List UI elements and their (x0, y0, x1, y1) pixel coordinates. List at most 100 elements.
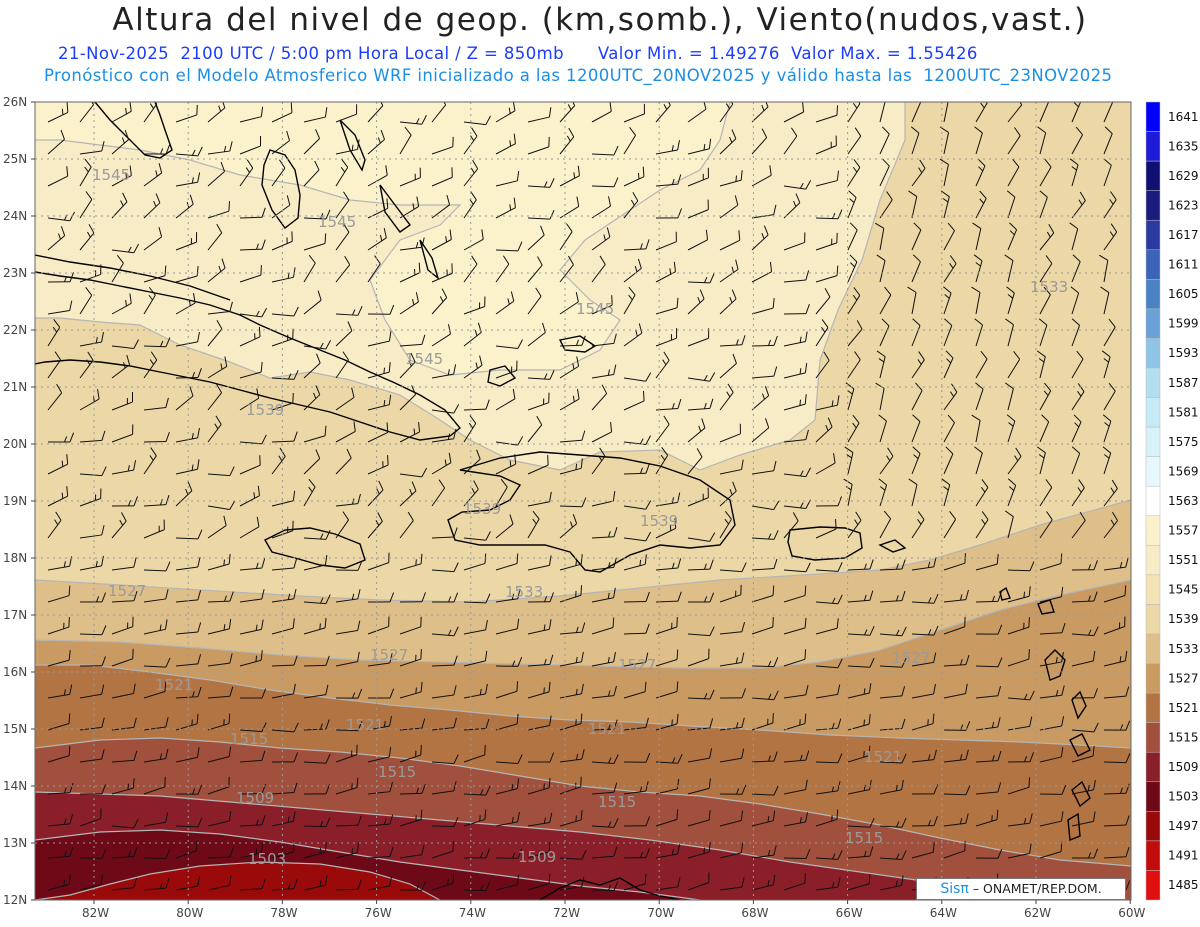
wind-barb (847, 846, 874, 859)
wind-barb (591, 527, 618, 539)
wind-barb (175, 784, 203, 795)
cuba-coast (35, 271, 461, 441)
wind-barb (143, 102, 158, 123)
wind-barb (175, 622, 202, 635)
wind-barb (271, 752, 299, 763)
wind-barb (367, 592, 395, 603)
wind-barb (879, 158, 890, 187)
wind-barb (47, 814, 74, 827)
wind-barb (1071, 722, 1099, 733)
wind-barb (974, 318, 984, 347)
wind-barb (847, 159, 861, 187)
wind-barb (1103, 783, 1130, 795)
wind-barb (591, 818, 619, 828)
wind-barb (1005, 318, 1014, 347)
wind-barb (463, 744, 486, 763)
wind-barb (143, 351, 158, 379)
wind-barb (495, 339, 523, 349)
wind-barb (463, 848, 491, 859)
wind-barb (1071, 560, 1098, 571)
wind-barb (1069, 158, 1079, 187)
wind-barb (1007, 716, 1033, 731)
wind-barb (431, 626, 459, 637)
wind-barb (815, 288, 831, 315)
colorbar-swatch (1145, 574, 1161, 605)
colorbar-swatch (1145, 456, 1161, 487)
wind-barb (303, 107, 328, 123)
wind-barb (431, 754, 459, 765)
wind-barb (1004, 254, 1014, 283)
wind-barb (47, 272, 74, 283)
wind-barb (847, 414, 860, 443)
wind-barb (239, 558, 266, 571)
wind-barb (431, 136, 454, 155)
south-america-coast (539, 877, 681, 900)
wind-barb (495, 811, 520, 827)
wind-barb (495, 514, 514, 539)
wind-barb (783, 394, 807, 411)
credit-sis: Sisπ (940, 881, 969, 897)
wind-barb (367, 616, 390, 635)
colorbar-swatch (1145, 279, 1161, 310)
wind-barb (143, 193, 161, 219)
wind-barb (47, 226, 66, 251)
contour-label: 1545 (318, 213, 356, 231)
wind-barb (687, 559, 714, 571)
colorbar: 1641 1635 1629 1623 1617 1611 1605 1599 1593 1587… (1145, 101, 1199, 901)
wind-barb (1071, 848, 1099, 859)
wind-barb (463, 115, 491, 126)
wind-barb (175, 172, 201, 187)
wind-barb (303, 449, 321, 475)
wind-barb (303, 655, 330, 667)
colorbar-label: 1563 (1168, 494, 1199, 508)
wind-barb (175, 459, 200, 475)
wind-barb (431, 102, 447, 123)
wind-barb (175, 481, 193, 507)
wind-barb (1006, 190, 1016, 219)
wind-barb (47, 617, 70, 635)
wind-barb (879, 286, 892, 315)
wind-barb (271, 447, 286, 475)
wind-barb (783, 193, 801, 219)
wind-barb (1103, 686, 1130, 699)
wind-barb (879, 510, 892, 539)
wind-barb (783, 649, 807, 667)
wind-barb (335, 191, 350, 219)
wind-barb (687, 648, 710, 667)
wind-barb (751, 751, 778, 763)
colorbar-swatch (1145, 781, 1161, 812)
wind-barb (559, 585, 583, 603)
wind-barb (463, 593, 491, 604)
wind-barb (79, 488, 102, 507)
wind-barb (271, 102, 293, 123)
wind-barb (1039, 158, 1052, 187)
wind-barb (431, 167, 453, 187)
wind-barb (399, 718, 426, 731)
wind-barb (79, 430, 106, 443)
lon-tick-label: 74W (459, 906, 486, 920)
wind-barb (751, 785, 779, 796)
wind-barb (47, 713, 71, 731)
lon-axis: 82W 80W 78W 76W 74W 72W 70W 68W 66W 64W 62W 60W (82, 900, 1145, 920)
lesser-antilles-5 (1067, 812, 1081, 841)
wind-barb (367, 781, 393, 795)
wind-barb (1004, 510, 1014, 539)
wind-barb (1101, 350, 1111, 379)
wind-barb (79, 874, 103, 891)
wind-barb (974, 446, 983, 475)
wind-barb (463, 785, 491, 796)
wind-barb (783, 617, 807, 635)
wind-barb (559, 335, 586, 347)
wind-barb (1071, 811, 1096, 827)
wind-barb (271, 431, 298, 443)
colorbar-label: 1611 (1168, 258, 1199, 272)
wind-barb (783, 180, 812, 190)
wind-barb (687, 532, 716, 542)
wind-barb (271, 722, 299, 733)
wind-barb (623, 463, 650, 475)
wind-barb (655, 140, 680, 155)
wind-barb (911, 254, 921, 283)
wind-barb (879, 657, 907, 668)
colorbar-label: 1569 (1168, 464, 1199, 478)
wind-barb (878, 478, 888, 507)
